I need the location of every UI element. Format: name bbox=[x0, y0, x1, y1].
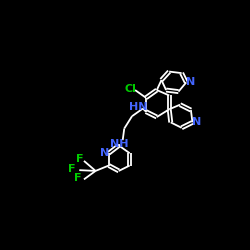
Text: N: N bbox=[192, 118, 202, 128]
Text: HN: HN bbox=[129, 102, 148, 112]
Text: F: F bbox=[76, 154, 83, 164]
Text: NH: NH bbox=[110, 139, 128, 149]
Text: F: F bbox=[68, 164, 75, 173]
Text: F: F bbox=[74, 173, 82, 183]
Text: N: N bbox=[186, 76, 196, 86]
Text: Cl: Cl bbox=[124, 84, 136, 94]
Text: N: N bbox=[100, 148, 110, 158]
